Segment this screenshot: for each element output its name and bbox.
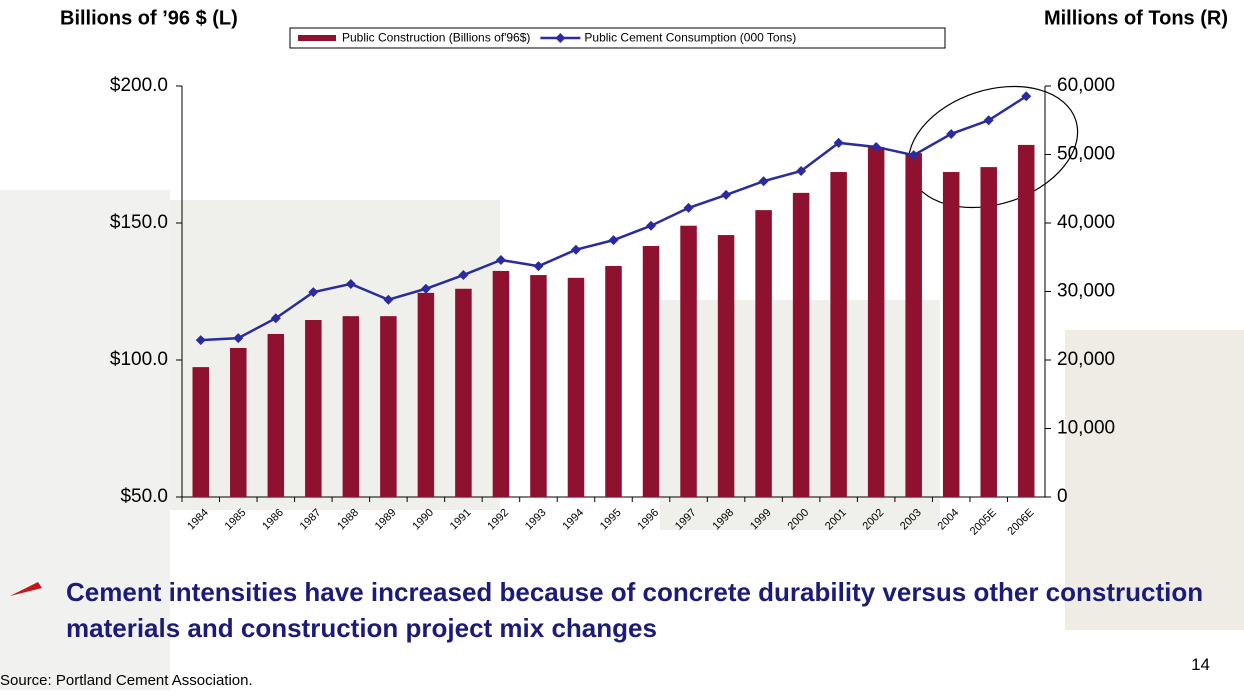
- page-number: 14: [1191, 655, 1210, 674]
- bar: [530, 275, 547, 497]
- legend-swatch: [555, 33, 566, 43]
- y2-tick-label: 40,000: [1057, 212, 1115, 233]
- x-tick-label: 2005E: [968, 507, 999, 538]
- source: Source: Portland Cement Association.: [0, 672, 253, 689]
- x-tick-label: 1992: [485, 507, 511, 533]
- line-marker: [946, 128, 957, 139]
- line-marker: [195, 335, 206, 346]
- bar: [492, 270, 510, 497]
- line-marker: [570, 244, 581, 255]
- bar: [305, 319, 322, 497]
- line-marker: [683, 202, 694, 213]
- legend-label: Public Cement Consumption (000 Tons): [584, 31, 796, 45]
- line-marker: [608, 235, 619, 246]
- x-tick-label: 1991: [448, 507, 474, 533]
- bar: [642, 246, 660, 497]
- legend-swatch: [298, 35, 336, 41]
- line-marker: [270, 313, 281, 324]
- x-tick-label: 1986: [260, 507, 286, 533]
- bar: [942, 172, 960, 497]
- bar: [867, 147, 885, 498]
- y2-tick-label: 20,000: [1057, 349, 1115, 370]
- bar: [455, 288, 472, 497]
- y-axis-label: Billions of ’96 $ (L): [60, 7, 238, 29]
- bullet-text: Cement intensities have increased becaus…: [10, 574, 1216, 646]
- line-marker: [1021, 91, 1032, 102]
- y-tick-label: $200.0: [110, 75, 168, 96]
- bar: [605, 266, 622, 497]
- bar: [230, 347, 247, 497]
- bullet-content: Cement intensities have increased becaus…: [66, 577, 1204, 643]
- y2-tick-label: 0: [1057, 486, 1068, 507]
- line-marker: [233, 333, 244, 344]
- x-tick-label: 2006E: [1005, 507, 1036, 538]
- background-photo: [170, 200, 500, 510]
- background-photo: [0, 190, 170, 690]
- bar: [342, 316, 360, 497]
- x-tick-label: 1996: [635, 507, 661, 533]
- y-tick-label: $50.0: [120, 486, 168, 507]
- bar: [980, 167, 997, 497]
- x-tick-label: 1989: [373, 507, 399, 533]
- bar: [680, 225, 697, 498]
- x-tick-label: 1987: [298, 507, 324, 533]
- x-tick-label: 1990: [410, 507, 436, 533]
- bar: [380, 316, 397, 497]
- bar: [1017, 144, 1035, 497]
- x-tick-label: 1995: [598, 507, 624, 533]
- y-tick-label: $150.0: [110, 212, 168, 233]
- line-marker: [908, 150, 919, 161]
- legend-label: Public Construction (Billions of'96$): [342, 31, 530, 45]
- line-marker: [345, 278, 356, 289]
- y2-tick-label: 10,000: [1057, 418, 1115, 439]
- bar: [417, 292, 435, 497]
- x-tick-label: 1984: [185, 507, 211, 533]
- line-marker: [308, 287, 319, 298]
- line-marker: [796, 165, 807, 176]
- y2-tick-label: 60,000: [1057, 75, 1115, 96]
- x-tick-label: 1993: [523, 507, 549, 533]
- line-marker: [721, 189, 732, 200]
- line-marker: [420, 283, 431, 294]
- line-marker: [458, 270, 469, 281]
- y2-tick-label: 50,000: [1057, 144, 1115, 165]
- bar: [755, 210, 772, 497]
- line-marker: [758, 176, 769, 187]
- bar: [192, 367, 210, 497]
- bar: [267, 333, 285, 497]
- x-tick-label: 1985: [223, 507, 249, 533]
- background-photo: [1065, 330, 1244, 630]
- y2-tick-label: 30,000: [1057, 281, 1115, 302]
- bar: [567, 277, 585, 497]
- line-marker: [383, 294, 394, 305]
- line-marker: [833, 137, 844, 148]
- line-marker: [983, 115, 994, 126]
- bar: [717, 235, 735, 497]
- legend-box: [289, 27, 946, 49]
- bullet-icon: [10, 582, 42, 596]
- bar: [905, 153, 922, 497]
- line-marker: [533, 261, 544, 272]
- x-tick-label: 1994: [560, 507, 586, 533]
- line-marker: [871, 141, 882, 152]
- line-marker: [495, 254, 506, 265]
- y-tick-label: $100.0: [110, 349, 168, 370]
- bar: [830, 172, 847, 497]
- line-marker: [646, 220, 657, 231]
- y2-axis-label: Millions of Tons (R): [1044, 7, 1228, 29]
- bar: [792, 192, 810, 498]
- x-tick-label: 1988: [335, 507, 361, 533]
